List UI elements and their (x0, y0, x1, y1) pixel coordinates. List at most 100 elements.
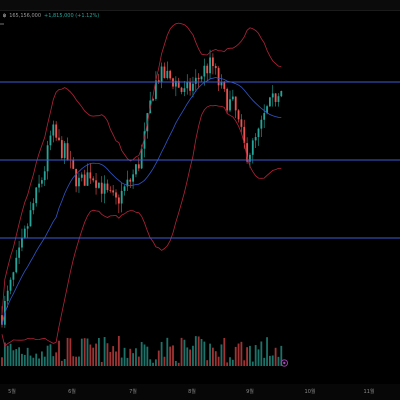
volume-bar (6, 345, 9, 366)
candle-body (249, 154, 251, 162)
volume-bar (52, 356, 55, 366)
volume-bar (214, 351, 217, 366)
volume-bar (194, 336, 197, 366)
candle-body (55, 124, 58, 138)
candle-body (120, 190, 123, 204)
candle-body (254, 137, 257, 141)
volume-bar (160, 341, 163, 366)
candle-body (214, 66, 217, 69)
candle-body (223, 82, 226, 89)
volume-bar (23, 354, 26, 366)
volume-bar (254, 345, 257, 366)
candle-body (194, 77, 197, 84)
candle-body (229, 99, 231, 111)
price-chart[interactable] (0, 10, 400, 384)
volume-bar (263, 357, 266, 366)
volume-bar (212, 347, 214, 366)
candle-body (38, 183, 40, 188)
volume-bar (251, 361, 254, 366)
candle-body (183, 88, 186, 92)
candle-body (166, 70, 169, 78)
candle-body (58, 137, 60, 141)
candle-body (143, 131, 146, 149)
candle-body (251, 140, 254, 155)
volume-bar (209, 343, 211, 366)
candle-body (112, 190, 115, 193)
x-tick-label: 9월 (246, 389, 254, 395)
candle-body (86, 172, 89, 186)
candle-body (60, 140, 63, 158)
x-tick-label: 10월 (304, 389, 316, 395)
volume-bar (69, 338, 72, 366)
time-axis[interactable] (0, 384, 400, 400)
volume-bar (60, 360, 63, 366)
volume-bar (243, 360, 246, 366)
volume-bar (140, 341, 143, 366)
candle-body (46, 145, 49, 172)
volume-bar (249, 345, 251, 366)
candle-body (15, 257, 18, 273)
candle-body (35, 187, 38, 204)
volume-bar (135, 348, 137, 366)
volume-bar (146, 346, 149, 366)
candle-body (155, 80, 157, 99)
volume-bar (106, 343, 109, 366)
volume-bar (123, 347, 126, 366)
candle-body (169, 70, 172, 79)
volume-bar (155, 359, 157, 366)
candle-body (123, 186, 126, 191)
candle-body (280, 91, 283, 97)
volume-bar (217, 356, 220, 366)
volume-bar (9, 343, 12, 366)
chart-panel[interactable] (0, 10, 400, 386)
candle-body (98, 182, 100, 188)
candle-body (212, 57, 214, 67)
volume-bar (78, 356, 80, 366)
volume-bar (89, 344, 92, 366)
candle-body (177, 80, 180, 88)
top-toolbar (0, 0, 400, 10)
candle-body (89, 172, 92, 179)
volume-bar (172, 345, 174, 366)
candle-body (186, 81, 189, 89)
volume-bar (80, 338, 83, 366)
candle-body (163, 66, 166, 78)
volume-bar (55, 352, 58, 366)
volume-bar (260, 341, 263, 366)
candle-body (12, 272, 15, 280)
bollinger-upper-band (1, 22, 282, 316)
x-tick-label: 5월 (8, 389, 16, 395)
legend-toggle-handle[interactable] (0, 23, 4, 25)
candle-body (180, 87, 183, 92)
volume-bar (180, 337, 183, 366)
candle-body (157, 80, 160, 82)
volume-bar (43, 356, 46, 366)
candle-body (197, 77, 200, 80)
volume-bar (117, 335, 120, 366)
volume-bar (120, 357, 123, 366)
candle-body (49, 135, 52, 146)
volume-bar (200, 338, 203, 366)
candle-body (240, 119, 243, 127)
candle-body (277, 96, 280, 102)
candle-body (103, 183, 106, 194)
volume-bar (3, 342, 6, 366)
volume-bar (192, 345, 194, 366)
x-tick-label: 7월 (129, 389, 137, 395)
volume-bar (206, 360, 209, 366)
volume-bar (220, 344, 223, 366)
volume-bar (226, 362, 229, 366)
candle-body (106, 183, 109, 191)
volume-bar (132, 353, 134, 366)
candle-body (220, 82, 223, 86)
volume-bar (72, 356, 75, 366)
volume-bar (12, 350, 15, 366)
volume-bar (126, 357, 129, 366)
candle-body (115, 192, 117, 198)
candle-body (209, 57, 211, 74)
volume-bar (223, 337, 226, 366)
candle-body (135, 164, 137, 175)
volume-bar (271, 355, 274, 366)
candle-body (100, 182, 103, 194)
candle-body (257, 128, 260, 138)
